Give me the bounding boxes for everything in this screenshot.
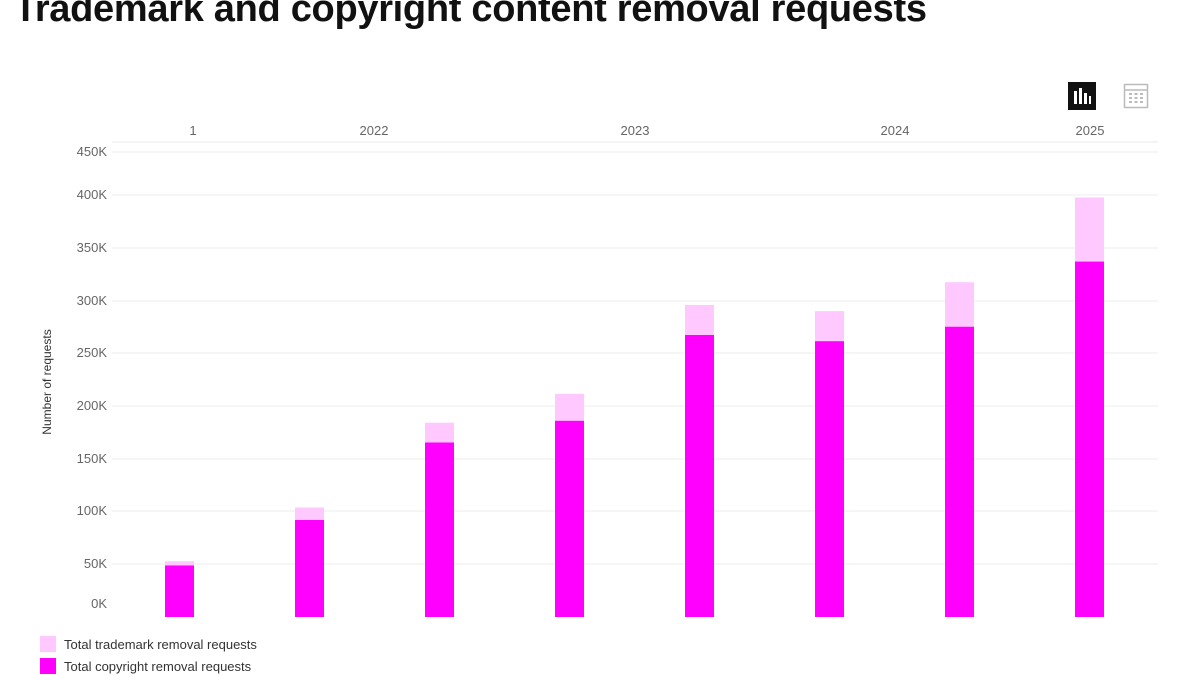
y-tick-label: 200K xyxy=(77,398,108,413)
x-period-label: 2023 xyxy=(621,123,650,138)
y-tick-label: 300K xyxy=(77,293,108,308)
legend-swatch-trademark xyxy=(40,636,56,652)
bar-trademark xyxy=(165,561,194,566)
y-tick-label: 250K xyxy=(77,345,108,360)
legend-item-copyright[interactable]: Total copyright removal requests xyxy=(40,655,257,677)
legend-item-trademark[interactable]: Total trademark removal requests xyxy=(40,633,257,655)
x-period-label: 2024 xyxy=(881,123,910,138)
bar-chart-icon xyxy=(1068,82,1096,110)
y-tick-label: 50K xyxy=(84,556,107,571)
bar-trademark xyxy=(425,422,454,443)
y-tick-label: 0K xyxy=(91,596,107,611)
bar-copyright xyxy=(815,341,844,617)
table-view-button[interactable] xyxy=(1122,82,1150,110)
bar-copyright xyxy=(945,326,974,617)
bar-trademark xyxy=(295,507,324,520)
bar-copyright xyxy=(685,334,714,617)
y-tick-label: 400K xyxy=(77,187,108,202)
bar-trademark xyxy=(685,304,714,335)
legend-label-copyright: Total copyright removal requests xyxy=(64,658,252,674)
y-tick-label: 450K xyxy=(77,144,108,159)
x-period-label: 1 xyxy=(189,123,196,138)
bar-trademark xyxy=(1075,197,1104,262)
chart-legend: Total trademark removal requests Total c… xyxy=(40,633,257,677)
legend-label-trademark: Total trademark removal requests xyxy=(64,636,257,652)
bar-copyright xyxy=(555,420,584,617)
legend-swatch-copyright xyxy=(40,658,56,674)
y-tick-label: 150K xyxy=(77,451,108,466)
chart-view-button[interactable] xyxy=(1068,82,1096,110)
bar-copyright xyxy=(165,565,194,617)
page-title: Trademark and copyright content removal … xyxy=(14,0,927,30)
y-tick-label: 350K xyxy=(77,240,108,255)
bar-copyright xyxy=(1075,261,1104,617)
bar-copyright xyxy=(295,519,324,617)
bar-trademark xyxy=(555,393,584,421)
bar-copyright xyxy=(425,442,454,617)
y-axis-title: Number of requests xyxy=(40,329,54,434)
bar-trademark xyxy=(945,282,974,327)
x-period-label: 2025 xyxy=(1076,123,1105,138)
bar-trademark xyxy=(815,311,844,342)
x-period-label: 2022 xyxy=(360,123,389,138)
table-icon xyxy=(1123,83,1149,109)
y-tick-label: 100K xyxy=(77,503,108,518)
